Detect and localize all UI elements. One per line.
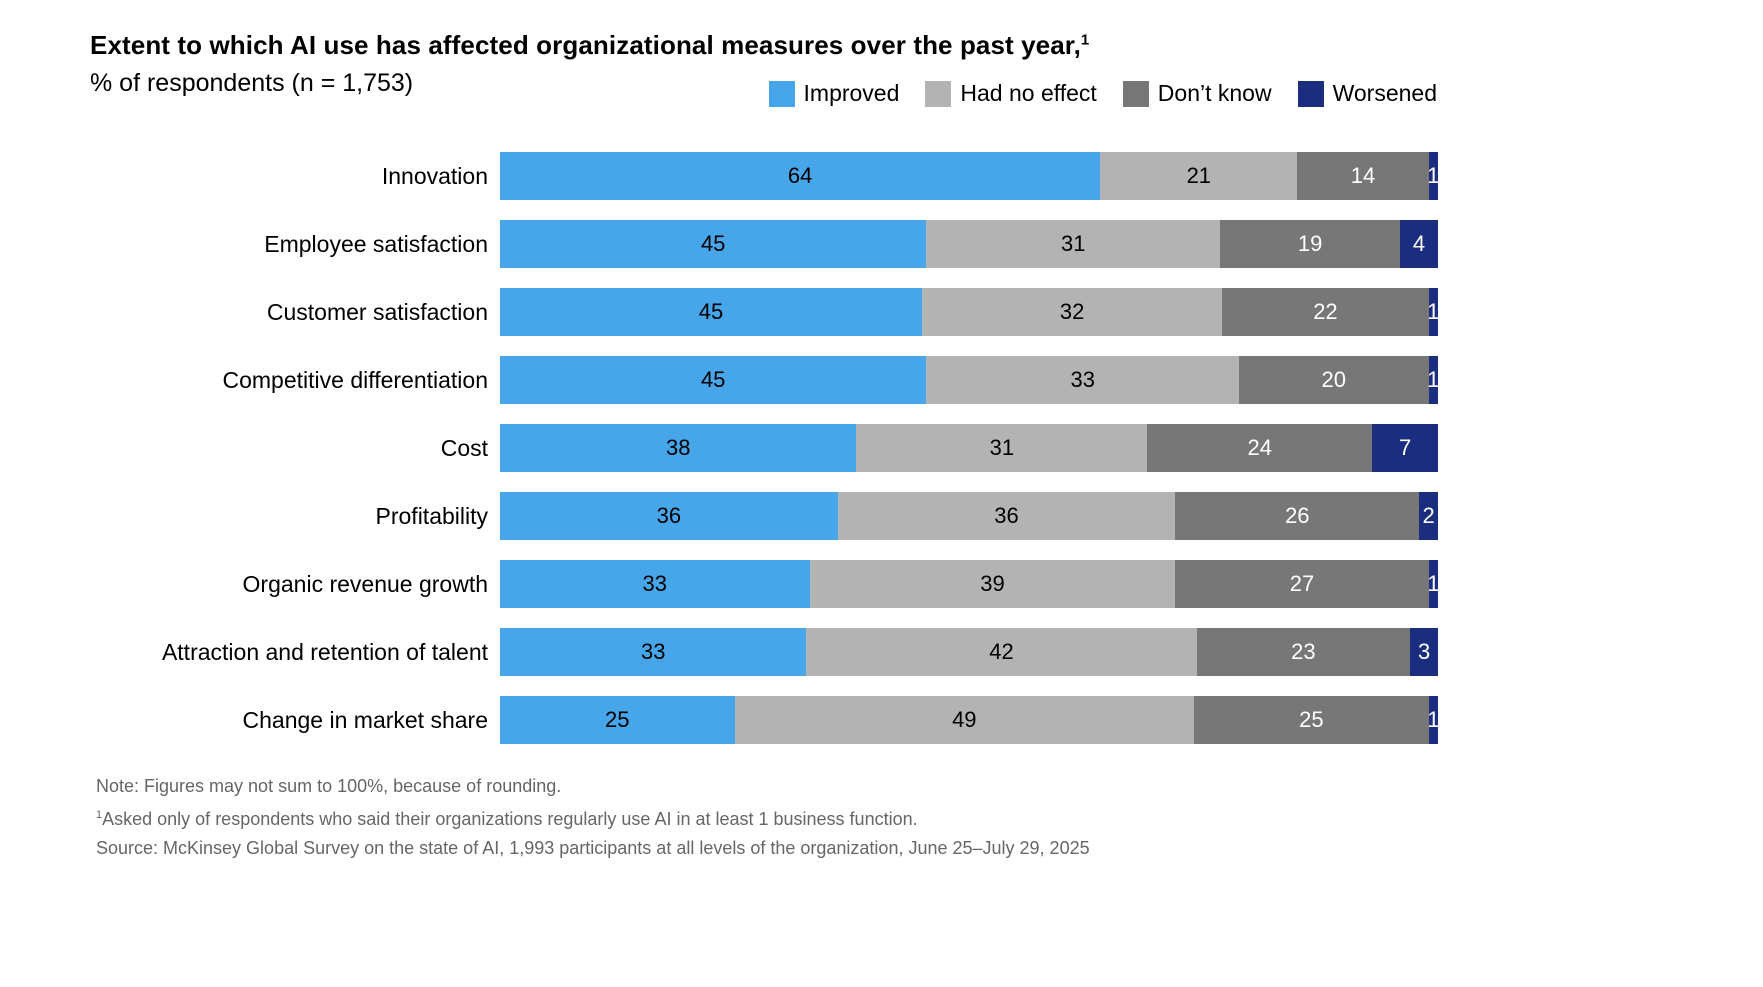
category-label: Organic revenue growth <box>242 570 488 597</box>
category-label: Attraction and retention of talent <box>161 638 488 665</box>
bar-segment-don-t-know: 14 <box>1297 152 1429 200</box>
stacked-bar: 45 31 19 4 <box>500 220 1438 268</box>
bar-segment-don-t-know: 22 <box>1222 288 1429 336</box>
legend-item-had-no-effect: Had no effect <box>925 80 1097 107</box>
category-label: Customer satisfaction <box>266 298 488 325</box>
bar-segment-improved: 45 <box>500 220 927 268</box>
bar-segment-had-no-effect: 39 <box>809 560 1176 608</box>
legend-swatch-improved <box>768 80 795 107</box>
bar-row-attraction-and-retention-of-talent: Attraction and retention of talent 33 42 23… <box>0 628 1763 676</box>
bar-segment-don-t-know: 20 <box>1239 356 1429 404</box>
bar-segment-don-t-know: 24 <box>1147 424 1373 472</box>
bar-segment-don-t-know: 26 <box>1175 492 1420 540</box>
bar-segment-worsened: 1 <box>1427 560 1439 608</box>
stacked-bar: 25 49 25 1 <box>500 696 1439 744</box>
bar-segment-worsened: 3 <box>1410 628 1438 676</box>
legend-swatch-worsened <box>1297 80 1324 107</box>
category-label: Employee satisfaction <box>264 230 488 257</box>
bar-segment-worsened: 4 <box>1400 220 1438 268</box>
category-label: Cost <box>440 434 488 461</box>
legend-label: Worsened <box>1332 80 1437 106</box>
category-label: Competitive differentiation <box>222 366 489 393</box>
bar-segment-improved: 36 <box>500 492 838 540</box>
stacked-bar: 64 21 14 1 <box>500 152 1439 200</box>
stacked-bar: 38 31 24 7 <box>500 424 1438 472</box>
bar-segment-don-t-know: 25 <box>1194 696 1429 744</box>
bar-segment-don-t-know: 27 <box>1175 560 1429 608</box>
legend-label: Don’t know <box>1157 80 1272 106</box>
category-label: Innovation <box>381 162 488 189</box>
bar-segment-improved: 38 <box>500 424 857 472</box>
footnote-line: Source: McKinsey Global Survey on the st… <box>96 834 1090 863</box>
stacked-bar: 33 42 23 3 <box>500 628 1438 676</box>
chart-subtitle: % of respondents (n = 1,753) <box>90 69 414 97</box>
bar-segment-improved: 33 <box>500 628 807 676</box>
bar-segment-improved: 64 <box>500 152 1101 200</box>
bar-segment-worsened: 1 <box>1427 152 1439 200</box>
bar-segment-improved: 45 <box>500 356 927 404</box>
bar-row-cost: Cost 38 31 24 7 <box>0 424 1763 472</box>
bar-segment-had-no-effect: 31 <box>856 424 1148 472</box>
chart-header: Extent to which AI use has affected orga… <box>90 30 1089 98</box>
footnote-text: Note: Figures may not sum to 100%, becau… <box>96 776 562 796</box>
stacked-bar: 45 32 22 1 <box>500 288 1439 336</box>
bar-segment-improved: 45 <box>500 288 923 336</box>
footnote-marker: 1 <box>96 809 103 821</box>
bar-segment-worsened: 1 <box>1427 696 1439 744</box>
bar-row-employee-satisfaction: Employee satisfaction 45 31 19 4 <box>0 220 1763 268</box>
legend-item-don-t-know: Don’t know <box>1122 80 1272 107</box>
bar-row-change-in-market-share: Change in market share 25 49 25 1 <box>0 696 1763 744</box>
legend: Improved Had no effect Don’t know Worsened <box>743 80 1437 107</box>
bar-segment-had-no-effect: 32 <box>922 288 1223 336</box>
footnotes: Note: Figures may not sum to 100%, becau… <box>96 772 1090 863</box>
bar-row-customer-satisfaction: Customer satisfaction 45 32 22 1 <box>0 288 1763 336</box>
category-label: Profitability <box>375 502 488 529</box>
stacked-bar: 36 36 26 2 <box>500 492 1439 540</box>
legend-label: Had no effect <box>960 80 1097 106</box>
bar-segment-had-no-effect: 21 <box>1100 152 1298 200</box>
legend-swatch-had-no-effect <box>925 80 952 107</box>
chart-title-footnote-marker: 1 <box>1080 31 1090 49</box>
legend-item-worsened: Worsened <box>1297 80 1437 107</box>
bar-segment-improved: 25 <box>500 696 735 744</box>
bar-segment-had-no-effect: 31 <box>926 220 1221 268</box>
bar-segment-don-t-know: 23 <box>1196 628 1411 676</box>
footnote-line: 1Asked only of respondents who said thei… <box>96 801 1090 834</box>
bar-segment-improved: 33 <box>500 560 810 608</box>
bar-segment-had-no-effect: 33 <box>926 356 1240 404</box>
footnote-text: Asked only of respondents who said their… <box>102 809 918 829</box>
bar-row-competitive-differentiation: Competitive differentiation 45 33 20 1 <box>0 356 1763 404</box>
bar-row-profitability: Profitability 36 36 26 2 <box>0 492 1763 540</box>
legend-swatch-don-t-know <box>1122 80 1149 107</box>
chart-title-text: Extent to which AI use has affected orga… <box>90 30 1081 60</box>
bar-segment-worsened: 7 <box>1372 424 1438 472</box>
bar-row-innovation: Innovation 64 21 14 1 <box>0 152 1763 200</box>
bar-segment-worsened: 2 <box>1419 492 1439 540</box>
stacked-bar: 45 33 20 1 <box>500 356 1439 404</box>
bar-segment-don-t-know: 19 <box>1220 220 1401 268</box>
category-label: Change in market share <box>242 706 488 733</box>
legend-label: Improved <box>803 80 900 106</box>
footnote-line: Note: Figures may not sum to 100%, becau… <box>96 772 1090 801</box>
bar-segment-worsened: 1 <box>1427 288 1439 336</box>
legend-item-improved: Improved <box>768 80 900 107</box>
bar-row-organic-revenue-growth: Organic revenue growth 33 39 27 1 <box>0 560 1763 608</box>
footnote-text: Source: McKinsey Global Survey on the st… <box>96 838 1090 858</box>
chart-title: Extent to which AI use has affected orga… <box>90 30 1089 61</box>
stacked-bar: 33 39 27 1 <box>500 560 1439 608</box>
bar-segment-had-no-effect: 42 <box>806 628 1197 676</box>
stacked-bar-chart: Innovation 64 21 14 1 Employee satisfaction 45… <box>0 152 1763 764</box>
bar-segment-had-no-effect: 36 <box>837 492 1176 540</box>
bar-segment-had-no-effect: 49 <box>734 696 1195 744</box>
bar-segment-worsened: 1 <box>1427 356 1439 404</box>
